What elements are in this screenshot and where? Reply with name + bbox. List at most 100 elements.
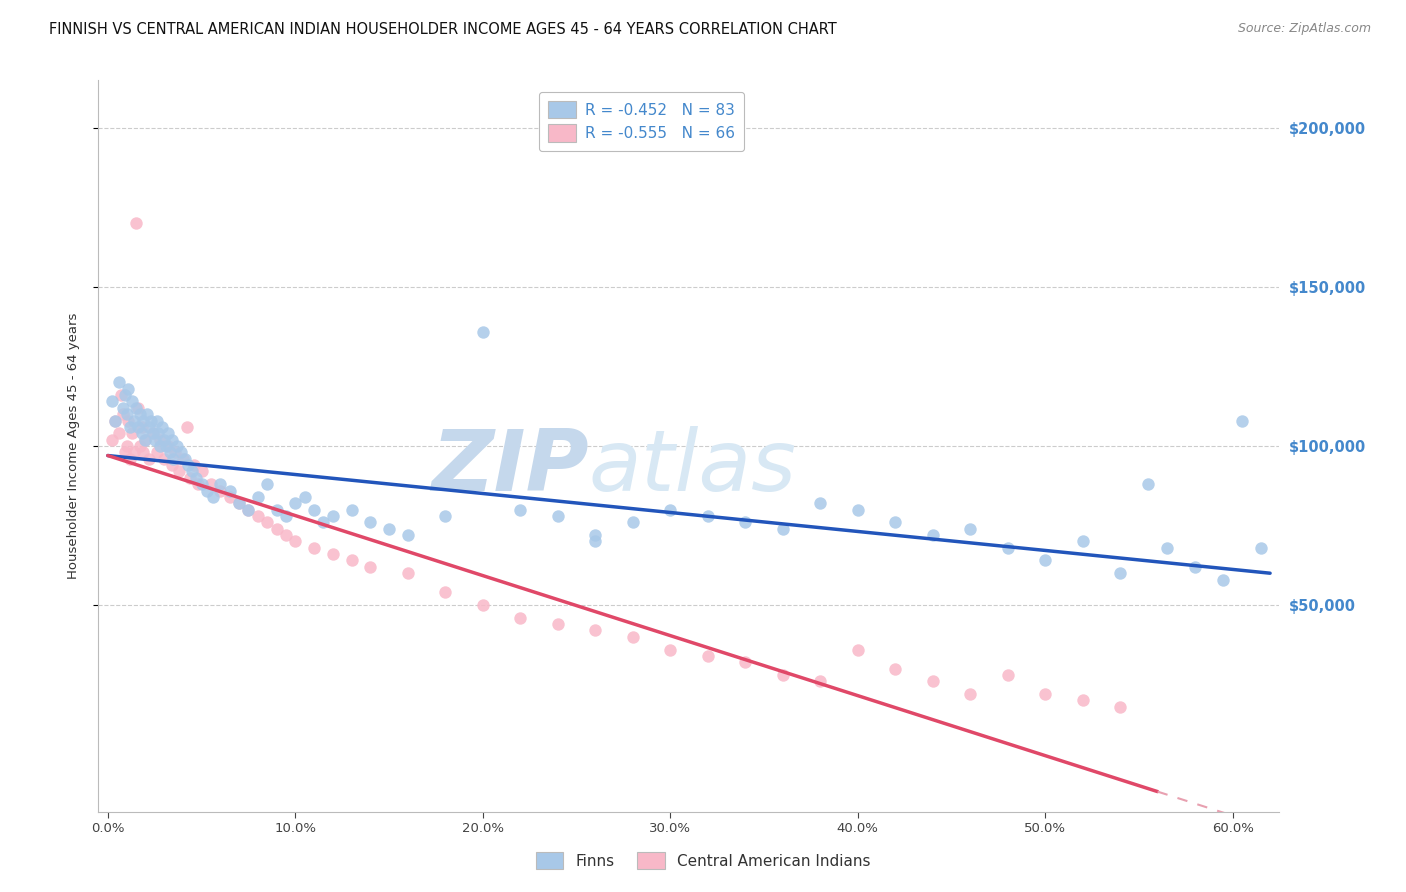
Point <box>110 388 132 402</box>
Point <box>160 433 183 447</box>
Point <box>808 674 831 689</box>
Point <box>209 483 232 498</box>
Point <box>149 433 172 447</box>
Point <box>108 376 131 390</box>
Point <box>1071 534 1094 549</box>
Point <box>583 534 606 549</box>
Point <box>302 502 325 516</box>
Point <box>1250 541 1272 555</box>
Point <box>142 426 165 441</box>
Legend: Finns, Central American Indians: Finns, Central American Indians <box>530 846 876 875</box>
Point <box>997 668 1019 682</box>
Point <box>734 655 756 669</box>
Point <box>122 445 145 459</box>
Point <box>246 508 269 523</box>
Point <box>100 433 122 447</box>
Point <box>173 451 195 466</box>
Point <box>115 407 138 421</box>
Point <box>117 382 139 396</box>
Text: atlas: atlas <box>589 426 797 509</box>
Point <box>209 477 232 491</box>
Point <box>114 388 136 402</box>
Point <box>134 433 156 447</box>
Point <box>340 502 363 516</box>
Point <box>547 508 569 523</box>
Point <box>120 451 142 466</box>
Point <box>583 624 606 638</box>
Point <box>921 674 943 689</box>
Point <box>1033 687 1056 701</box>
Point <box>134 433 156 447</box>
Point <box>659 502 682 516</box>
Point <box>959 687 981 701</box>
Point <box>132 413 155 427</box>
Point <box>284 496 307 510</box>
Point <box>104 413 127 427</box>
Point <box>396 528 419 542</box>
Y-axis label: Householder Income Ages 45 - 64 years: Householder Income Ages 45 - 64 years <box>67 313 80 579</box>
Text: Source: ZipAtlas.com: Source: ZipAtlas.com <box>1237 22 1371 36</box>
Point <box>1033 553 1056 567</box>
Point <box>266 522 288 536</box>
Point <box>128 439 150 453</box>
Point <box>238 502 260 516</box>
Point <box>1137 477 1160 491</box>
Point <box>127 401 149 415</box>
Point <box>156 439 179 453</box>
Point <box>340 553 363 567</box>
Point <box>997 541 1019 555</box>
Point <box>921 528 943 542</box>
Point <box>218 483 240 498</box>
Point <box>156 426 179 441</box>
Point <box>132 445 155 459</box>
Point <box>1071 693 1094 707</box>
Point <box>312 516 335 530</box>
Point <box>238 502 260 516</box>
Point <box>959 522 981 536</box>
Point <box>138 420 160 434</box>
Point <box>122 413 145 427</box>
Point <box>165 445 187 459</box>
Point <box>772 522 794 536</box>
Point <box>167 465 190 479</box>
Point <box>190 465 212 479</box>
Point <box>125 216 148 230</box>
Point <box>378 522 401 536</box>
Point <box>583 528 606 542</box>
Point <box>884 662 907 676</box>
Point <box>1109 699 1132 714</box>
Text: FINNISH VS CENTRAL AMERICAN INDIAN HOUSEHOLDER INCOME AGES 45 - 64 YEARS CORRELA: FINNISH VS CENTRAL AMERICAN INDIAN HOUSE… <box>49 22 837 37</box>
Point <box>120 420 142 434</box>
Point <box>396 566 419 581</box>
Point <box>547 617 569 632</box>
Point <box>142 426 165 441</box>
Point <box>111 401 134 415</box>
Point <box>159 445 181 459</box>
Point <box>190 477 212 491</box>
Legend: R = -0.452   N = 83, R = -0.555   N = 66: R = -0.452 N = 83, R = -0.555 N = 66 <box>538 92 744 152</box>
Point <box>136 407 159 421</box>
Point <box>228 496 250 510</box>
Point <box>322 508 344 523</box>
Point <box>274 528 297 542</box>
Point <box>114 445 136 459</box>
Point <box>176 420 198 434</box>
Point <box>125 401 148 415</box>
Point <box>1156 541 1178 555</box>
Point <box>1109 566 1132 581</box>
Point <box>148 426 170 441</box>
Point <box>127 420 149 434</box>
Point <box>104 413 127 427</box>
Text: ZIP: ZIP <box>430 426 589 509</box>
Point <box>143 433 166 447</box>
Point <box>734 516 756 530</box>
Point <box>121 394 143 409</box>
Point <box>121 426 143 441</box>
Point <box>274 508 297 523</box>
Point <box>509 502 531 516</box>
Point <box>228 496 250 510</box>
Point <box>696 648 718 663</box>
Point <box>359 559 381 574</box>
Point <box>201 490 224 504</box>
Point <box>302 541 325 555</box>
